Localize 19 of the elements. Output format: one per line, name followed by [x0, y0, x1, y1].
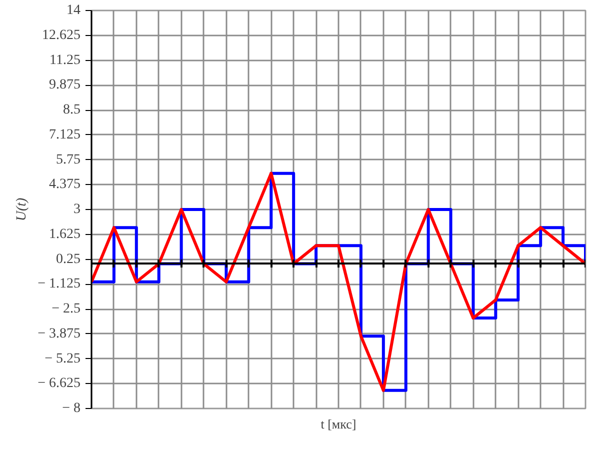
y-tick-label: − 3.875	[38, 326, 81, 342]
y-tick-label: − 8	[62, 401, 81, 416]
y-tick-label: − 6.625	[38, 376, 81, 392]
y-tick-label: 7.125	[49, 127, 80, 142]
y-tick-label: 9.875	[49, 78, 80, 93]
y-tick-label: − 5.25	[44, 351, 81, 366]
y-tick-label: − 2.5	[52, 302, 81, 316]
y-tick-label: 4.375	[49, 177, 80, 192]
y-tick-label: 1.625	[49, 226, 80, 242]
x-axis-title: t [мкс]	[320, 416, 356, 432]
y-tick-label: 11.25	[50, 52, 81, 68]
y-tick-label: 8.5	[63, 102, 80, 118]
y-tick-label: 5.75	[56, 152, 80, 168]
y-tick-label: 3	[74, 202, 80, 217]
y-tick-label: − 1.125	[38, 276, 81, 292]
y-tick-label: 12.625	[42, 28, 80, 43]
y-tick-label: 0.25	[56, 252, 80, 267]
y-axis-title: U(t)	[14, 198, 30, 222]
y-tick-label: 14	[66, 3, 80, 18]
